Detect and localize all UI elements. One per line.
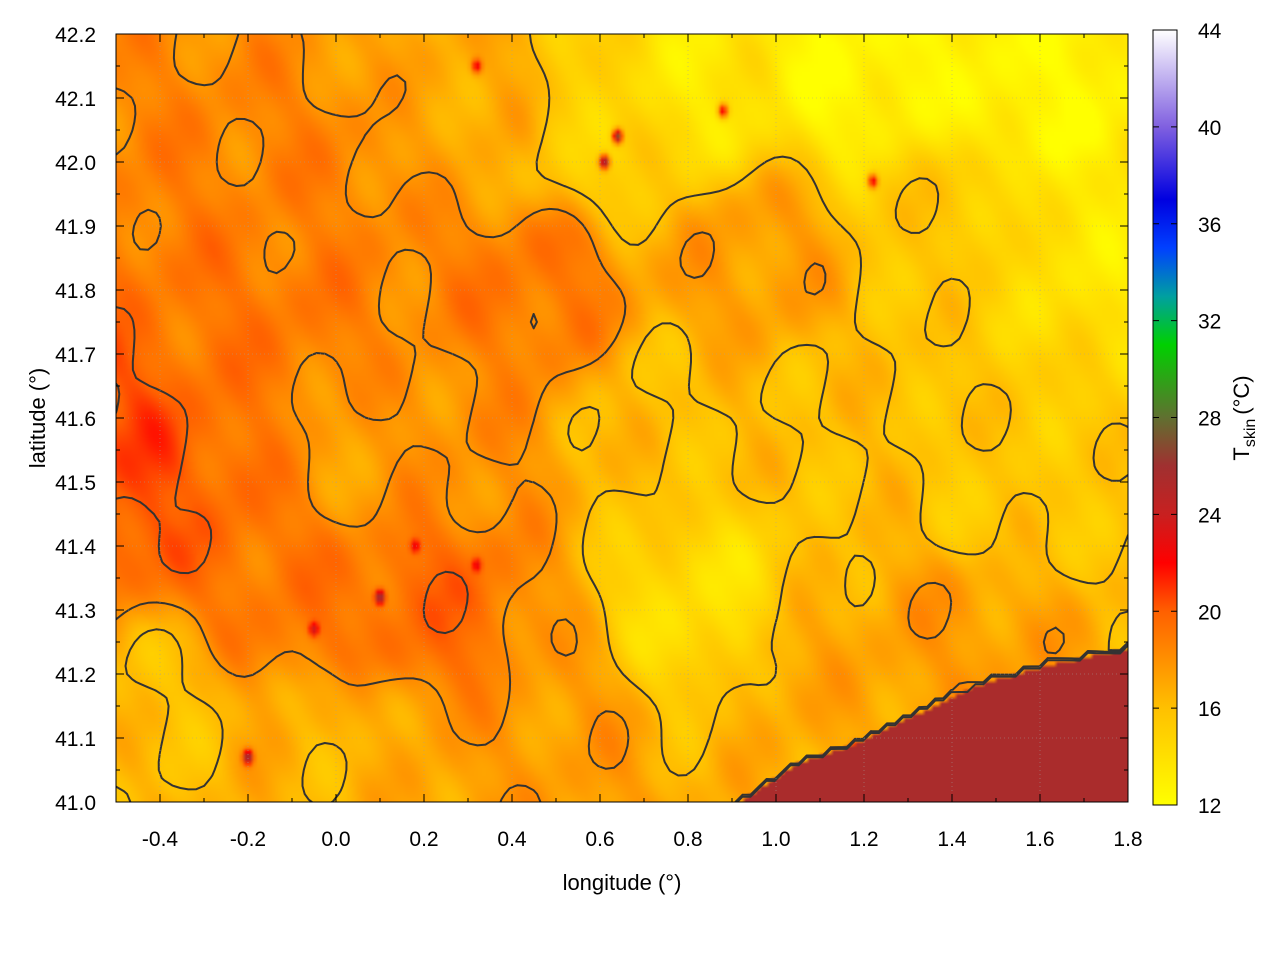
- colorbar-tick-label: 28: [1198, 408, 1221, 431]
- colorbar-label-main: T: [1229, 447, 1254, 460]
- y-tick-label: 41.0: [55, 792, 96, 815]
- contour-line: [116, 34, 1128, 802]
- x-tick-label: 1.2: [849, 828, 878, 851]
- y-tick-label: 41.4: [55, 536, 96, 559]
- x-tick-label: 0.6: [585, 828, 614, 851]
- y-tick-label: 41.9: [55, 216, 96, 239]
- x-tick-label: 0.2: [409, 828, 438, 851]
- y-tick-label: 41.1: [55, 728, 96, 751]
- colorbar-tick-label: 24: [1198, 504, 1222, 527]
- colorbar-tick-label: 20: [1198, 601, 1221, 624]
- y-tick-label: 41.5: [55, 472, 96, 495]
- y-axis-ticks: 41.0 41.1 41.2 41.3 41.4 41.5 41.6 41.7 41.8 41.9…: [55, 24, 1128, 815]
- x-axis-label: longitude (°): [563, 870, 682, 895]
- colorbar-label-subscript: skin: [1242, 419, 1259, 447]
- x-tick-label: 0.4: [497, 828, 527, 851]
- x-tick-label: 0.0: [321, 828, 350, 851]
- colorbar-tick-label: 36: [1198, 214, 1221, 237]
- y-tick-label: 42.2: [55, 24, 96, 47]
- y-tick-label: 41.3: [55, 600, 96, 623]
- y-tick-label: 41.2: [55, 664, 96, 687]
- y-axis-label: latitude (°): [25, 368, 50, 469]
- x-tick-label: 0.8: [673, 828, 702, 851]
- x-tick-label: 1.0: [761, 828, 790, 851]
- x-tick-label: 1.8: [1113, 828, 1142, 851]
- x-axis-ticks: -0.4 -0.2 0.0 0.2 0.4 0.6 0.8 1.0 1.2 1.4 1.6 1.8: [115, 34, 1143, 851]
- contour-line: [116, 34, 1128, 802]
- y-tick-label: 41.6: [55, 408, 96, 431]
- colorbar-tick-label: 40: [1198, 117, 1221, 140]
- y-tick-label: 42.1: [55, 88, 96, 111]
- colorbar-tick-label: 32: [1198, 311, 1221, 334]
- colorbar-tick-label: 12: [1198, 795, 1221, 818]
- x-tick-label: -0.2: [230, 828, 266, 851]
- colorbar-label-unit: (°C): [1229, 375, 1254, 414]
- x-tick-label: 1.6: [1025, 828, 1054, 851]
- colorbar-ticks: 12 16 20 24 28 32 36 40 44: [1153, 20, 1222, 818]
- grid-lines: [116, 34, 1128, 802]
- y-tick-label: 41.7: [55, 344, 96, 367]
- y-tick-label: 41.8: [55, 280, 96, 303]
- colorbar-tick-label: 44: [1198, 20, 1222, 43]
- x-tick-label: -0.4: [142, 828, 179, 851]
- colorbar-label: Tskin (°C): [1229, 375, 1259, 460]
- x-tick-label: 1.4: [937, 828, 967, 851]
- colorbar-tick-label: 16: [1198, 698, 1221, 721]
- y-tick-label: 42.0: [55, 152, 96, 175]
